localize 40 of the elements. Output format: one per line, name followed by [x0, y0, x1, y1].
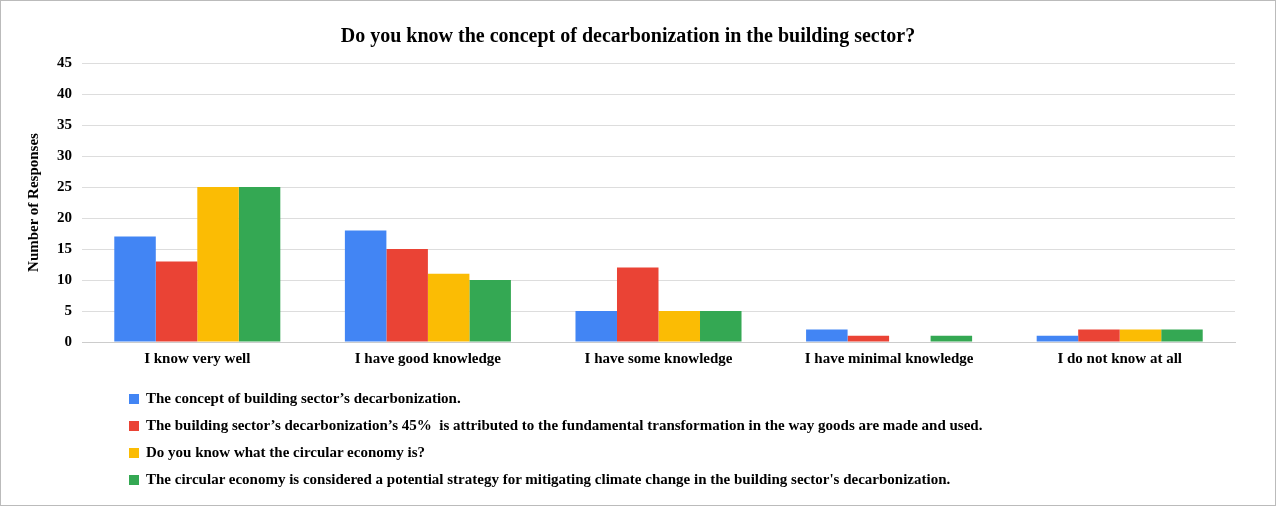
bar [847, 335, 890, 342]
bar [344, 230, 387, 342]
bar [930, 335, 973, 342]
y-tick-label: 15 [57, 239, 72, 256]
x-tick-label: I do not know at all [1057, 349, 1183, 366]
y-axis-title: Number of Responses [24, 132, 41, 272]
y-tick-label: 30 [57, 146, 72, 163]
bar [806, 329, 848, 342]
x-tick-label: I know very well [144, 349, 251, 366]
bar [155, 261, 198, 342]
y-tick-label: 10 [57, 270, 72, 287]
y-tick-label: 5 [64, 301, 72, 318]
bar [238, 187, 281, 342]
legend-label: Do you know what the circular economy is? [146, 444, 426, 461]
bar [700, 311, 742, 342]
x-tick-label: I have minimal knowledge [804, 349, 974, 366]
x-tick-label: I have some knowledge [584, 349, 733, 366]
y-tick-label: 25 [57, 177, 72, 194]
bar [469, 280, 511, 342]
bar [658, 311, 701, 342]
y-tick-label: 40 [57, 84, 72, 101]
bar [1036, 335, 1079, 342]
legend-label: The building sector’s decarbonization’s 45% is attributed to the fundamental transformation in the way goods are made and used. [146, 417, 983, 434]
bar [386, 249, 428, 342]
bar [1119, 329, 1162, 342]
bar [575, 311, 617, 342]
bar [616, 267, 659, 342]
y-tick-label: 0 [64, 332, 72, 349]
y-tick-label: 45 [57, 53, 72, 70]
bar [427, 273, 470, 342]
bar [1161, 329, 1203, 342]
y-tick-label: 20 [57, 208, 72, 225]
bar [114, 236, 156, 342]
bar [1078, 329, 1120, 342]
x-tick-label: I have good knowledge [354, 349, 502, 366]
y-tick-label: 35 [57, 115, 72, 132]
legend-label: The circular economy is considered a potential strategy for mitigating climate change in the building sector's decarbonization. [146, 471, 951, 488]
chart-title: Do you know the concept of decarbonization in the building sector? [340, 24, 916, 48]
legend-label: The concept of building sector’s decarbonization. [146, 390, 461, 407]
bar [197, 187, 239, 342]
